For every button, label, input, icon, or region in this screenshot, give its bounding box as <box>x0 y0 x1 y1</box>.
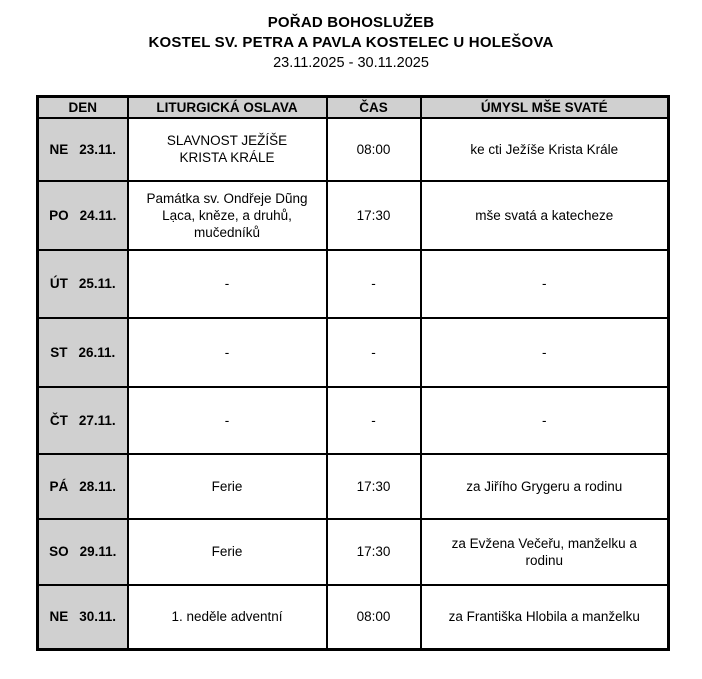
day-cell: NE 23.11. <box>36 116 129 182</box>
table-row: ST 26.11. - - - <box>36 316 670 388</box>
day-cell: SO 29.11. <box>36 517 129 586</box>
day-abbreviation: NE <box>49 609 69 625</box>
time-cell: - <box>325 385 422 455</box>
table-row: SO 29.11. Ferie 17:30 za Evžena Večeřu, manž… <box>36 517 670 586</box>
celebration-cell: - <box>126 248 328 319</box>
time-cell: - <box>325 316 422 388</box>
column-header-liturgicka-oslava: LITURGICKÁ OSLAVA <box>126 95 328 119</box>
day-date: 25.11. <box>78 276 116 291</box>
day-abbreviation: ČT <box>49 412 68 428</box>
table-row: NE 30.11. 1. neděle adventní 08:00 za Franti… <box>36 583 670 651</box>
intention-cell: - <box>419 248 670 319</box>
day-date: 29.11. <box>79 544 117 559</box>
intention-cell: za Jiřího Grygeru a rodinu <box>419 452 670 520</box>
day-cell: PÁ 28.11. <box>36 452 129 520</box>
intention-cell: mše svatá a katecheze <box>419 179 670 251</box>
day-date: 23.11. <box>79 141 117 157</box>
day-cell: PO 24.11. <box>36 179 129 251</box>
page-subtitle: KOSTEL SV. PETRA A PAVLA KOSTELEC U HOLE… <box>148 34 554 51</box>
celebration-cell: Ferie <box>126 452 328 520</box>
intention-cell: - <box>419 316 670 388</box>
schedule-table: DEN LITURGICKÁ OSLAVA ČAS ÚMYSL MŠE SVAT… <box>36 95 670 651</box>
day-abbreviation: NE <box>49 141 69 157</box>
celebration-cell: Památka sv. Ondřeje Dũng Lạca, kněze, a … <box>126 179 328 251</box>
time-cell: 08:00 <box>325 583 422 651</box>
day-abbreviation: SO <box>49 544 69 559</box>
column-header-umysl-mse-svate: ÚMYSL MŠE SVATÉ <box>419 95 670 119</box>
column-header-den: DEN <box>36 95 129 119</box>
celebration-cell: - <box>126 385 328 455</box>
table-row: PO 24.11. Památka sv. Ondřeje Dũng Lạca, k… <box>36 179 670 251</box>
day-date: 24.11. <box>79 207 117 223</box>
day-abbreviation: ST <box>50 344 68 360</box>
intention-cell: ke cti Ježíše Krista Krále <box>419 116 670 182</box>
column-header-cas: ČAS <box>325 95 422 119</box>
celebration-cell: SLAVNOST JEŽÍŠE KRISTA KRÁLE <box>126 116 328 182</box>
table-body: NE 23.11. SLAVNOST JEŽÍŠE KRISTA KRÁLE 08:0… <box>36 116 670 651</box>
time-cell: 17:30 <box>325 452 422 520</box>
day-abbreviation: PO <box>49 207 69 223</box>
celebration-cell: 1. neděle adventní <box>126 583 328 651</box>
table-row: ČT 27.11. - - - <box>36 385 670 455</box>
intention-cell: za Františka Hlobila a manželku <box>419 583 670 651</box>
page-title: POŘAD BOHOSLUŽEB <box>267 14 435 31</box>
day-date: 27.11. <box>78 412 116 428</box>
celebration-cell: - <box>126 316 328 388</box>
day-date: 30.11. <box>79 609 117 625</box>
day-cell: ST 26.11. <box>36 316 129 388</box>
day-date: 26.11. <box>78 344 116 360</box>
intention-cell: za Evžena Večeřu, manželku a rodinu <box>419 517 670 586</box>
time-cell: 08:00 <box>325 116 422 182</box>
time-cell: - <box>325 248 422 319</box>
table-row: PÁ 28.11. Ferie 17:30 za Jiřího Grygeru a ro… <box>36 452 670 520</box>
celebration-cell: Ferie <box>126 517 328 586</box>
day-abbreviation: ÚT <box>49 276 68 291</box>
table-row: NE 23.11. SLAVNOST JEŽÍŠE KRISTA KRÁLE 08:0… <box>36 116 670 182</box>
day-cell: ČT 27.11. <box>36 385 129 455</box>
day-date: 28.11. <box>79 478 117 494</box>
time-cell: 17:30 <box>325 179 422 251</box>
intention-cell: - <box>419 385 670 455</box>
day-cell: ÚT 25.11. <box>36 248 129 319</box>
table-row: ÚT 25.11. - - - <box>36 248 670 319</box>
time-cell: 17:30 <box>325 517 422 586</box>
table-header-row: DEN LITURGICKÁ OSLAVA ČAS ÚMYSL MŠE SVAT… <box>36 95 670 119</box>
date-range: 23.11.2025 - 30.11.2025 <box>273 55 429 71</box>
document-header: POŘAD BOHOSLUŽEB KOSTEL SV. PETRA A PAVL… <box>0 13 702 73</box>
day-abbreviation: PÁ <box>49 478 69 494</box>
day-cell: NE 30.11. <box>36 583 129 651</box>
